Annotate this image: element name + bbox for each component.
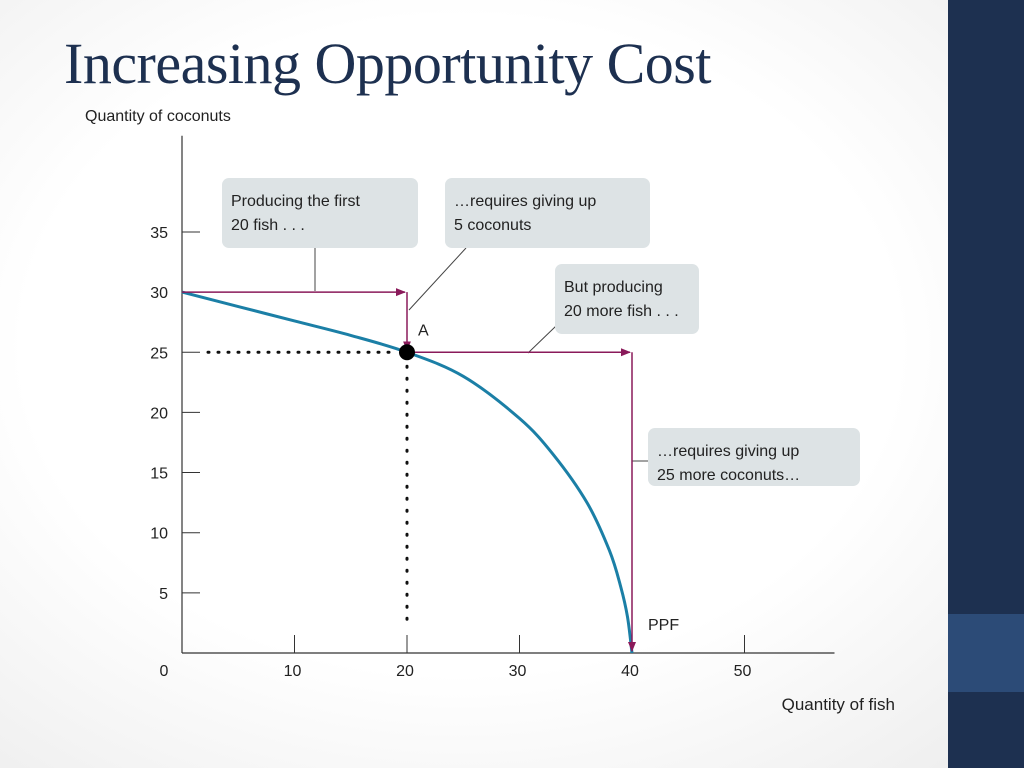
callout-text-1-line-2: 20 fish . . .	[231, 217, 305, 234]
x-tick-label: 30	[509, 663, 527, 680]
callout-text-3-line-1: But producing	[564, 279, 663, 296]
callout-text-4-line-1: …requires giving up	[657, 443, 799, 460]
y-tick-label: 10	[150, 526, 168, 543]
slide-title: Increasing Opportunity Cost	[64, 31, 711, 96]
ppf-label: PPF	[648, 617, 679, 634]
sidebar-accent	[948, 614, 1024, 692]
x-tick-label: 40	[621, 663, 639, 680]
callout-box-4	[648, 428, 860, 486]
y-axis-label: Quantity of coconuts	[85, 108, 231, 125]
x-tick-label: 20	[396, 663, 414, 680]
callout-leader-3	[527, 325, 557, 354]
y-tick-label: 30	[150, 285, 168, 302]
y-tick-label: 20	[150, 405, 168, 422]
x-tick-label: 10	[284, 663, 302, 680]
callout-leader-2	[408, 247, 467, 311]
ppf-chart: Producing the first 20 fish . . . …require…	[85, 108, 895, 714]
y-tick-label: 5	[159, 586, 168, 603]
point-A-label: A	[418, 322, 429, 339]
callout-box-3	[555, 264, 699, 334]
callout-text-2-line-1: …requires giving up	[454, 193, 596, 210]
x-tick-label: 50	[734, 663, 752, 680]
callout-text-4-line-2: 25 more coconuts…	[657, 467, 800, 484]
point-A-marker	[399, 344, 415, 361]
y-tick-label: 25	[150, 345, 168, 362]
callout-text-1-line-1: Producing the first	[231, 193, 361, 210]
callout-text-2-line-2: 5 coconuts	[454, 217, 531, 234]
y-tick-label: 15	[150, 466, 168, 483]
y-tick-label: 35	[150, 225, 168, 242]
ppf-curve	[181, 290, 634, 654]
callout-box-2	[445, 178, 650, 248]
x-axis-label: Quantity of fish	[782, 695, 895, 714]
callout-text-3-line-2: 20 more fish . . .	[564, 303, 679, 320]
origin-label: 0	[160, 663, 169, 680]
callout-box-1	[222, 178, 418, 248]
